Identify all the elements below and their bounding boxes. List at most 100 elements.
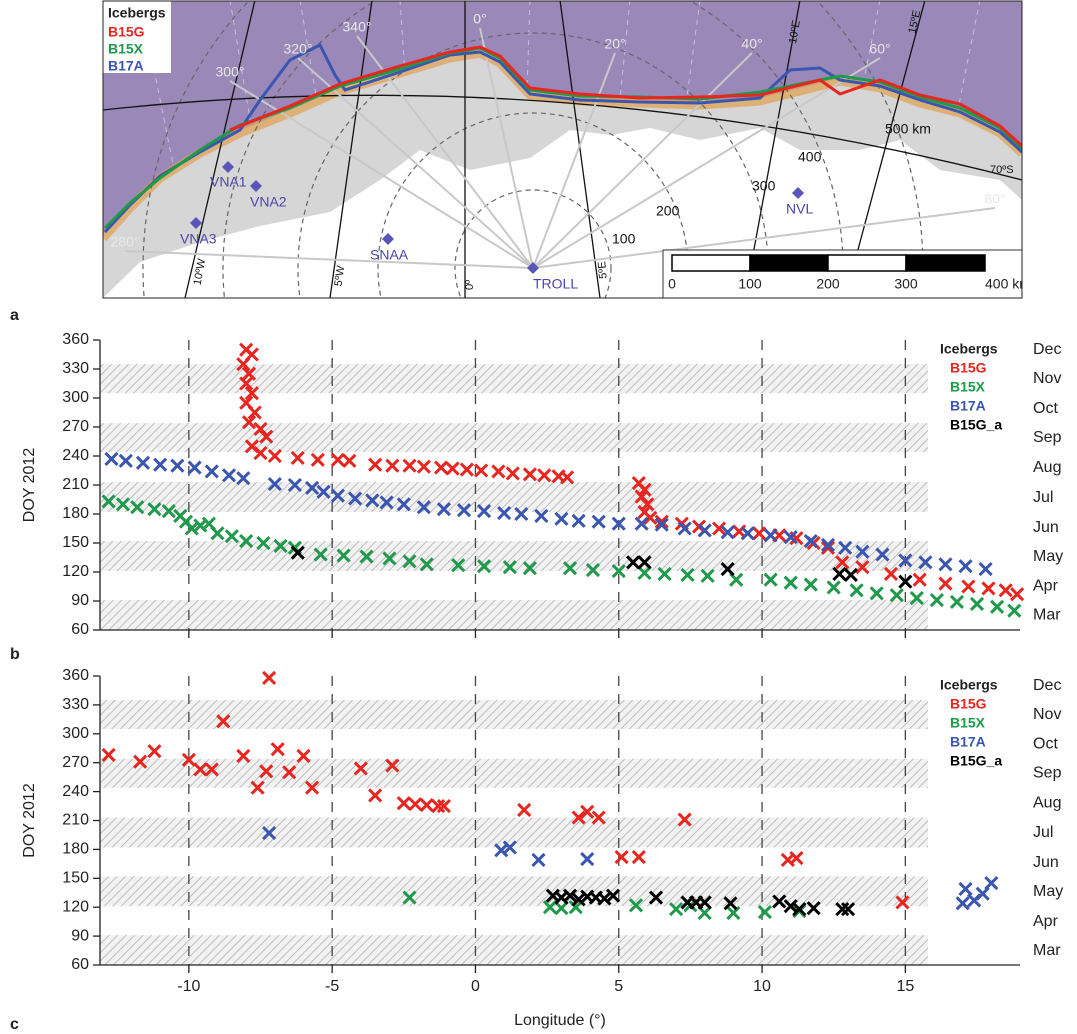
marker — [727, 907, 739, 919]
legend-item: B15G_a — [950, 753, 1002, 769]
month-band — [100, 876, 928, 906]
y2-tick-label: Dec — [1033, 677, 1061, 694]
marker — [292, 452, 304, 464]
marker — [805, 579, 817, 591]
y2-tick-label: Jun — [1033, 854, 1059, 871]
marker — [765, 529, 777, 541]
marker — [939, 558, 951, 570]
marker — [1008, 605, 1020, 617]
figure: Icebergs B15G B15X B17A 280°300°320°340°… — [0, 0, 1077, 1034]
marker — [148, 745, 160, 757]
legend-item: B17A — [950, 734, 986, 750]
y2-tick-label: Apr — [1033, 578, 1059, 595]
marker — [343, 455, 355, 467]
scale-label: 300 — [894, 276, 918, 292]
marker — [616, 851, 628, 863]
y-tick-label: 210 — [62, 812, 89, 829]
marker — [931, 594, 943, 606]
range-label: 500 km — [885, 121, 931, 137]
y2-tick-label: Sep — [1033, 765, 1062, 782]
marker — [982, 582, 994, 594]
marker — [272, 743, 284, 755]
month-band — [100, 600, 928, 630]
marker — [533, 854, 545, 866]
marker — [699, 524, 711, 536]
marker — [581, 853, 593, 865]
month-band — [100, 364, 928, 393]
marker — [891, 589, 903, 601]
y2-tick-label: Jul — [1033, 489, 1053, 506]
marker — [189, 462, 201, 474]
legend-title: Icebergs — [940, 341, 998, 357]
marker — [120, 455, 132, 467]
scale-label: 200 — [816, 276, 840, 292]
month-band — [100, 482, 928, 512]
y2-tick-label: Jun — [1033, 519, 1059, 536]
marker — [524, 468, 536, 480]
station-label: VNA2 — [250, 194, 287, 210]
y2-tick-label: May — [1033, 548, 1063, 565]
y-tick-label: 300 — [62, 389, 89, 406]
map-legend-item: B15G — [108, 24, 145, 40]
meridian-label: 0º — [464, 280, 476, 291]
scale-label: 0 — [668, 276, 676, 292]
marker — [790, 852, 802, 864]
bearing-label: 40° — [741, 36, 762, 52]
marker — [960, 560, 972, 572]
legend-item: B17A — [950, 398, 986, 414]
marker — [573, 515, 585, 527]
marker — [435, 462, 447, 474]
scale-bar — [672, 255, 985, 271]
y2-tick-label: Oct — [1033, 400, 1058, 417]
y-tick-label: 180 — [62, 841, 89, 858]
station-label: NVL — [786, 201, 813, 217]
month-band — [100, 759, 928, 788]
y2-tick-label: May — [1033, 883, 1063, 900]
marker — [461, 464, 473, 476]
y-tick-label: 240 — [62, 447, 89, 464]
bearing-label: 320° — [284, 41, 313, 57]
y-tick-label: 270 — [62, 754, 89, 771]
range-label: 300 — [752, 178, 776, 194]
marker — [960, 883, 972, 895]
y2-tick-label: Sep — [1033, 429, 1062, 446]
marker — [518, 804, 530, 816]
month-band — [100, 935, 928, 965]
x-tick-label: 15 — [896, 978, 914, 995]
scale-label: 100 — [738, 276, 762, 292]
y-tick-label: 180 — [62, 505, 89, 522]
bearing-label: 0° — [473, 11, 486, 27]
marker — [828, 581, 840, 593]
y2-tick-label: Jul — [1033, 824, 1053, 841]
x-axis-label: Longitude (°) — [514, 1012, 606, 1029]
map-legend-item: B15X — [108, 41, 144, 57]
y-tick-label: 330 — [62, 360, 89, 377]
range-label: 400 — [798, 149, 822, 165]
marker — [418, 461, 430, 473]
marker — [409, 798, 421, 810]
marker — [475, 465, 487, 477]
x-tick-label: -5 — [325, 978, 339, 995]
y-tick-label: 300 — [62, 725, 89, 742]
latitude-label: 70ºS — [990, 164, 1014, 176]
y2-tick-label: Nov — [1033, 706, 1061, 723]
marker — [633, 851, 645, 863]
month-band — [100, 423, 928, 452]
y2-tick-label: Aug — [1033, 794, 1061, 811]
marker — [962, 581, 974, 593]
marker — [538, 469, 550, 481]
y2-tick-label: Oct — [1033, 736, 1058, 753]
map-legend-title: Icebergs — [108, 5, 166, 21]
y-tick-label: 360 — [62, 667, 89, 684]
station-label: TROLL — [533, 276, 578, 292]
chart-panel: 6090120150180210240270300330360MarAprMay… — [10, 331, 1063, 663]
bearing-label: 60° — [869, 41, 890, 57]
y2-tick-label: Dec — [1033, 341, 1061, 358]
marker — [312, 454, 324, 466]
marker — [679, 523, 691, 535]
marker — [555, 513, 567, 525]
marker — [386, 460, 398, 472]
panel-label: a — [10, 307, 19, 324]
marker — [447, 463, 459, 475]
bearing-label: 20° — [604, 36, 625, 52]
